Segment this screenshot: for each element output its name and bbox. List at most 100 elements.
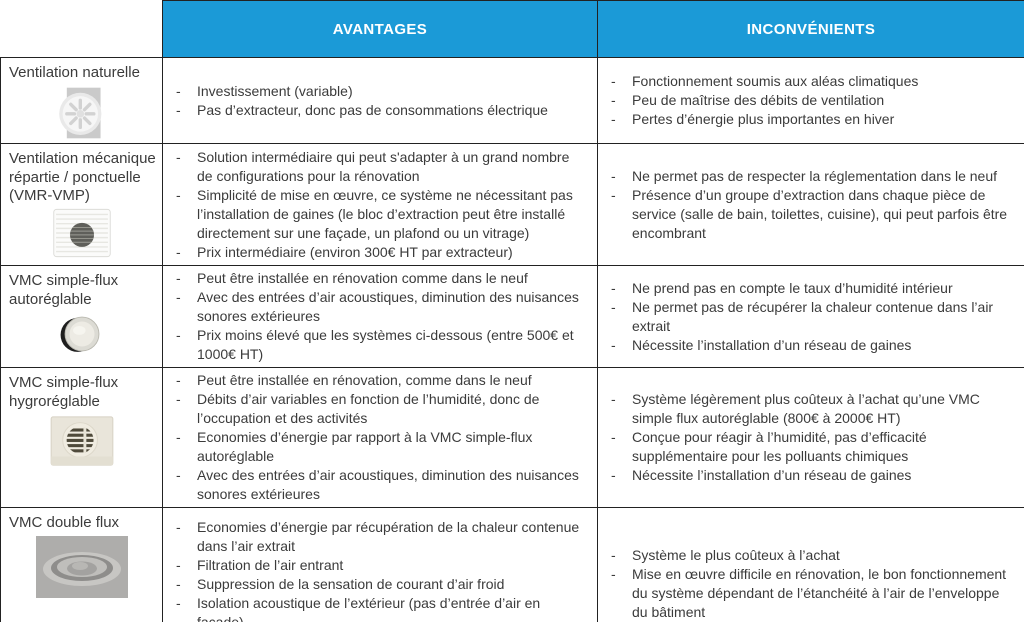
bullet-item: - Ne prend pas en compte le taux d’humidi… [611, 279, 1012, 298]
row-label-cell: VMC simple-flux autoréglable [0, 265, 163, 369]
table-header-row: AVANTAGES INCONVÉNIENTS [0, 0, 1024, 58]
bullet-item: - Système légèrement plus coûteux à l’ach… [611, 390, 1012, 428]
bullet-text: Présence d’un groupe d’extraction dans c… [632, 186, 1008, 241]
bullet-dash: - [611, 92, 616, 109]
bullet-dash: - [611, 429, 616, 446]
bullet-item: - Ne permet pas de respecter la réglement… [611, 167, 1012, 186]
inconvenients-list: - Fonctionnement soumis aux aléas climati… [598, 69, 1024, 132]
inconvenients-list: - Ne prend pas en compte le taux d’humidi… [598, 276, 1024, 358]
inconvenients-cell: - Ne prend pas en compte le taux d’humidi… [597, 265, 1024, 369]
inconvenients-list: - Ne permet pas de respecter la réglement… [598, 164, 1024, 246]
advantages-list: - Investissement (variable) - Pas d’extract… [163, 79, 597, 123]
bullet-item: - Mise en œuvre difficile en rénovation, … [611, 565, 1012, 622]
row-title: Ventilation mécanique répartie / ponctue… [9, 150, 156, 204]
bullet-text: Prix moins élevé que les systèmes ci-des… [197, 327, 574, 363]
row-label-cell: Ventilation mécanique répartie / ponctue… [0, 143, 163, 267]
advantages-list: - Economies d’énergie par récupération de… [163, 515, 597, 622]
advantages-cell: - Peut être installée en rénovation comme… [162, 265, 598, 369]
table-row: VMC simple-flux autoréglable - Peut être … [0, 265, 1024, 369]
row-title: VMC simple-flux hygroréglable [9, 374, 119, 410]
bullet-dash: - [176, 101, 181, 118]
bullet-dash: - [611, 298, 616, 315]
ceiling-diffuser-photo [1, 535, 162, 600]
inconvenients-cell: - Système légèrement plus coûteux à l’ach… [597, 367, 1024, 509]
bullet-text: Système légèrement plus coûteux à l’acha… [632, 391, 980, 427]
bullet-text: Ne permet pas de respecter la réglementa… [632, 167, 997, 184]
box-extractor-fan-photo [1, 207, 162, 260]
row-label-cell: Ventilation naturelle [0, 56, 163, 145]
bullet-dash: - [176, 575, 181, 592]
bullet-item: - Nécessite l’installation d’un réseau de… [611, 336, 1012, 355]
bullet-item: - Isolation acoustique de l’extérieur (pa… [176, 594, 585, 622]
bullet-dash: - [176, 243, 181, 260]
bullet-text: Avec des entrées d’air acoustiques, dimi… [197, 289, 579, 325]
row-label-cell: VMC double flux [0, 507, 163, 622]
inconvenients-cell: - Fonctionnement soumis aux aléas climati… [597, 56, 1024, 145]
round-exhaust-valve-photo [1, 311, 162, 358]
advantages-cell: - Investissement (variable) - Pas d’extract… [162, 56, 598, 145]
bullet-text: Prix intermédiaire (environ 300€ HT par … [197, 243, 513, 260]
bullet-text: Ne prend pas en compte le taux d’humidit… [632, 279, 953, 296]
bullet-text: Ne permet pas de récupérer la chaleur co… [632, 298, 994, 334]
inconvenients-cell: - Système le plus coûteux à l’achat - Mise … [597, 507, 1024, 622]
bullet-text: Peu de maîtrise des débits de ventilatio… [632, 92, 885, 109]
bullet-text: Economies d’énergie par rapport à la VMC… [197, 429, 533, 465]
corner-empty-cell [0, 0, 163, 58]
bullet-text: Isolation acoustique de l’extérieur (pas… [197, 594, 541, 622]
row-label-cell: VMC simple-flux hygroréglable [0, 367, 163, 509]
table-body: Ventilation naturelle - Investissement (v… [0, 56, 1024, 622]
advantages-list: - Peut être installée en rénovation, comm… [163, 368, 597, 507]
advantages-cell: - Peut être installée en rénovation, comm… [162, 367, 598, 509]
bullet-text: Suppression de la sensation de courant d… [197, 575, 505, 592]
bullet-text: Avec des entrées d’air acoustiques, dimi… [197, 467, 579, 503]
row-title: VMC double flux [9, 514, 120, 532]
row-title: Ventilation naturelle [9, 64, 140, 81]
bullet-text: Pas d’extracteur, donc pas de consommati… [197, 101, 548, 118]
bullet-text: Filtration de l’air entrant [197, 556, 344, 573]
bullet-item: - Solution intermédiaire qui peut s'adapt… [176, 148, 585, 186]
bullet-item: - Prix intermédiaire (environ 300€ HT par… [176, 243, 585, 262]
bullet-item: - Suppression de la sensation de courant … [176, 575, 585, 594]
advantages-cell: - Economies d’énergie par récupération de… [162, 507, 598, 622]
bullet-item: - Peut être installée en rénovation comme… [176, 269, 585, 288]
bullet-item: - Economies d’énergie par rapport à la VM… [176, 428, 585, 466]
louvered-extractor-photo [1, 413, 162, 470]
bullet-text: Solution intermédiaire qui peut s'adapte… [197, 148, 570, 184]
table-row: VMC simple-flux hygroréglable - Peut être… [0, 367, 1024, 509]
bullet-dash: - [176, 289, 181, 306]
inconvenients-list: - Système légèrement plus coûteux à l’ach… [598, 387, 1024, 488]
bullet-dash: - [176, 594, 181, 611]
bullet-item: - Filtration de l’air entrant [176, 556, 585, 575]
bullet-item: - Nécessite l’installation d’un réseau de… [611, 466, 1012, 485]
bullet-item: - Peut être installée en rénovation, comm… [176, 371, 585, 390]
bullet-item: - Investissement (variable) [176, 82, 585, 101]
wall-round-diffuser-photo [1, 84, 162, 143]
bullet-text: Pertes d’énergie plus importantes en hiv… [632, 111, 895, 128]
bullet-item: - Avec des entrées d’air acoustiques, dim… [176, 466, 585, 504]
bullet-item: - Prix moins élevé que les systèmes ci-de… [176, 326, 585, 364]
inconvenients-cell: - Ne permet pas de respecter la réglement… [597, 143, 1024, 267]
bullet-dash: - [176, 270, 181, 287]
bullet-dash: - [176, 82, 181, 99]
bullet-dash: - [176, 372, 181, 389]
bullet-text: Peut être installée en rénovation comme … [197, 270, 528, 287]
bullet-text: Nécessite l’installation d’un réseau de … [632, 336, 912, 353]
bullet-dash: - [176, 429, 181, 446]
advantages-list: - Solution intermédiaire qui peut s'adapt… [163, 145, 597, 265]
bullet-item: - Système le plus coûteux à l’achat [611, 546, 1012, 565]
bullet-text: Débits d’air variables en fonction de l’… [197, 391, 540, 427]
bullet-item: - Ne permet pas de récupérer la chaleur c… [611, 298, 1012, 336]
bullet-dash: - [176, 148, 181, 165]
bullet-dash: - [611, 111, 616, 128]
bullet-text: Fonctionnement soumis aux aléas climatiq… [632, 73, 919, 90]
bullet-text: Système le plus coûteux à l’achat [632, 547, 840, 564]
bullet-dash: - [176, 327, 181, 344]
bullet-item: - Fonctionnement soumis aux aléas climati… [611, 72, 1012, 91]
bullet-item: - Pertes d’énergie plus importantes en hi… [611, 110, 1012, 129]
table-row: Ventilation naturelle - Investissement (v… [0, 56, 1024, 145]
bullet-item: - Pas d’extracteur, donc pas de consommat… [176, 101, 585, 120]
bullet-text: Peut être installée en rénovation, comme… [197, 372, 532, 389]
bullet-dash: - [611, 336, 616, 353]
